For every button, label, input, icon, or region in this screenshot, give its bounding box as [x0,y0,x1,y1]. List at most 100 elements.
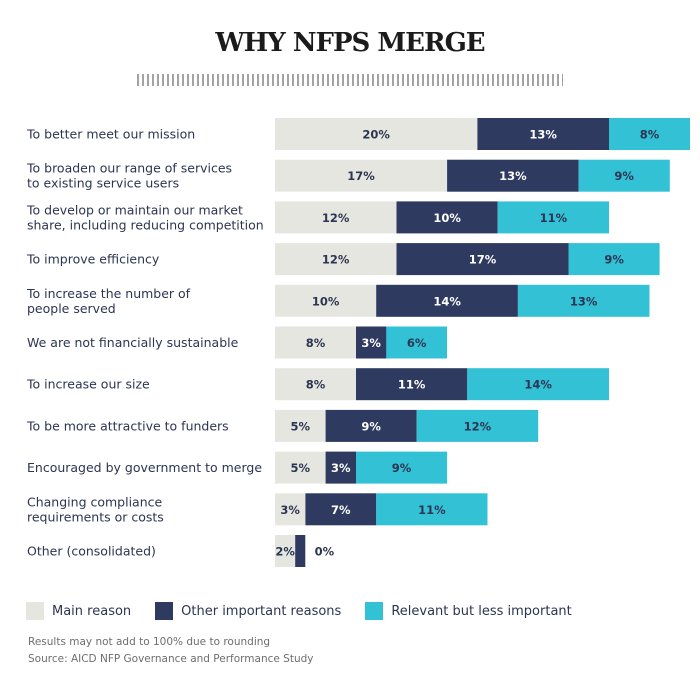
bar-relevant-but-less-important-row-9 [356,451,448,484]
bar-relevant-but-less-important-row-10 [376,493,488,526]
value-label-other-important-reasons-row-5: 14% [433,294,461,308]
category-label-line: requirements or costs [27,509,164,524]
bar-other-important-reasons-row-3 [396,201,498,234]
bar-other-important-reasons-row-1 [477,118,609,150]
title-divider [137,74,563,86]
bar-other-important-reasons-row-6 [356,326,387,359]
legend-swatch-main-reason [26,602,44,620]
category-label-to-broaden-our-range-of-services-to-existing-service-users: To broaden our range of services to exist… [26,161,232,191]
bar-relevant-but-less-important-row-5 [517,284,650,317]
category-label-to-increase-our-size: To increase our size [26,377,150,392]
bar-main-reason-row-10 [275,493,306,526]
category-label-to-be-more-attractive-to-funders: To be more attractive to funders [26,418,229,433]
rounding-note: Results may not add to 100% due to round… [28,636,271,648]
bar-main-reason-row-8 [275,409,326,442]
category-label-changing-compliance-requirements-or-costs: Changing compliance requirements or costs [27,494,164,524]
value-label-main-reason-row-4: 12% [322,253,350,267]
bar-relevant-but-less-important-row-8 [416,409,539,442]
bar-main-reason-row-1 [275,118,478,150]
bar-relevant-but-less-important-row-6 [386,326,447,359]
value-label-other-important-reasons-row-9: 3% [331,461,351,475]
category-label-to-increase-the-number-of-people-served: To increase the number of people served [26,286,191,316]
value-label-main-reason-row-3: 12% [322,211,350,225]
bar-other-important-reasons-row-10 [305,493,377,526]
category-label-to-better-meet-our-mission: To better meet our mission [26,127,195,142]
category-label-line: people served [27,301,116,316]
category-label-line: To increase our size [26,377,150,392]
category-label-line: Changing compliance [27,494,163,509]
category-label-line: To broaden our range of services [26,161,232,176]
source-note: Source: AICD NFP Governance and Performa… [28,653,314,665]
category-label-line: share, including reducing competition [27,217,264,232]
value-label-main-reason-row-6: 8% [306,336,326,350]
value-label-relevant-but-less-important-row-4: 9% [604,253,624,267]
bar-main-reason-row-2 [275,159,448,192]
value-label-relevant-but-less-important-row-9: 9% [392,461,412,475]
stacked-bar-chart: To better meet our mission 20% 13% 8% To bro… [26,118,690,567]
bar-other-important-reasons-row-9 [325,451,356,484]
value-label-other-important-reasons-row-4: 17% [469,253,497,267]
category-label-line: To better meet our mission [26,127,195,142]
footnotes: Results may not add to 100% due to round… [28,634,314,668]
value-label-other-important-reasons-row-10: 7% [331,503,351,517]
value-label-relevant-but-less-important-row-3: 11% [540,211,568,225]
value-label-main-reason-row-9: 5% [291,461,311,475]
value-label-other-important-reasons-row-1: 13% [529,128,557,142]
value-label-main-reason-row-10: 3% [280,503,300,517]
legend-item-other-important-reasons: Other important reasons [155,602,341,620]
value-label-relevant-but-less-important-row-7: 14% [524,378,552,392]
bar-relevant-but-less-important-row-1 [609,118,690,150]
value-label-main-reason-row-2: 17% [347,169,375,183]
value-label-relevant-but-less-important-row-8: 12% [464,419,492,433]
value-label-main-reason-row-1: 20% [362,128,390,142]
bar-main-reason-row-9 [275,451,326,484]
bar-relevant-but-less-important-row-2 [578,159,670,192]
value-label-other-important-reasons-row-6: 3% [361,336,381,350]
bar-other-important-reasons-row-5 [376,284,518,317]
bar-other-important-reasons-row-8 [325,409,417,442]
value-label-relevant-but-less-important-row-10: 11% [418,503,446,517]
value-label-relevant-but-less-important-row-6: 6% [407,336,427,350]
category-label-to-improve-efficiency: To improve efficiency [26,252,160,267]
bar-relevant-but-less-important-row-3 [497,201,609,234]
category-label-we-are-not-financially-sustainable: We are not financially sustainable [27,335,239,350]
category-label-line: Other (consolidated) [27,544,156,559]
bar-other-important-reasons-row-11 [295,535,306,567]
bar-other-important-reasons-row-4 [396,243,569,276]
category-label-line: To develop or maintain our market [26,202,243,217]
legend-swatch-other-important-reasons [155,602,174,620]
value-label-main-reason-row-7: 8% [306,378,326,392]
chart-legend: Main reason Other important reasons Rele… [26,601,596,621]
bar-main-reason-row-7 [275,368,356,401]
legend-label: Main reason [52,603,132,619]
bar-relevant-but-less-important-row-4 [568,243,660,276]
category-label-line: To improve efficiency [26,252,160,267]
category-label-line: We are not financially sustainable [27,335,239,350]
legend-item-relevant-but-less-important: Relevant but less important [365,602,572,620]
bar-other-important-reasons-row-2 [447,159,579,192]
legend-label: Other important reasons [181,603,342,619]
category-label-line: to existing service users [27,176,179,191]
bar-main-reason-row-5 [275,284,377,317]
bar-other-important-reasons-row-7 [356,368,468,401]
value-label-other-important-reasons-row-3: 10% [433,211,461,225]
bar-main-reason-row-3 [275,201,397,234]
value-label-other-important-reasons-row-7: 11% [398,378,426,392]
legend-label: Relevant but less important [391,603,572,619]
value-label-main-reason-row-11: 2% [275,545,295,559]
legend-swatch-relevant-but-less-important [365,602,384,620]
value-label-relevant-but-less-important-row-5: 13% [570,294,598,308]
category-label-line: Encouraged by government to merge [27,460,262,475]
value-label-relevant-but-less-important-row-2: 9% [614,169,634,183]
value-label-main-reason-row-8: 5% [291,419,311,433]
category-label-to-develop-or-maintain-our-market-share-including-reducing-competition: To develop or maintain our market share, … [26,202,264,232]
value-label-other-important-reasons-row-8: 9% [361,419,381,433]
bar-relevant-but-less-important-row-7 [467,368,609,401]
value-label-relevant-but-less-important-row-1: 8% [640,128,660,142]
bar-main-reason-row-11 [275,535,296,567]
category-label-line: To increase the number of [26,286,191,301]
value-label-main-reason-row-5: 10% [312,294,340,308]
category-label-encouraged-by-government-to-merge: Encouraged by government to merge [27,460,262,475]
legend-item-main-reason: Main reason [26,602,131,620]
category-label-other-consolidated: Other (consolidated) [27,544,156,559]
